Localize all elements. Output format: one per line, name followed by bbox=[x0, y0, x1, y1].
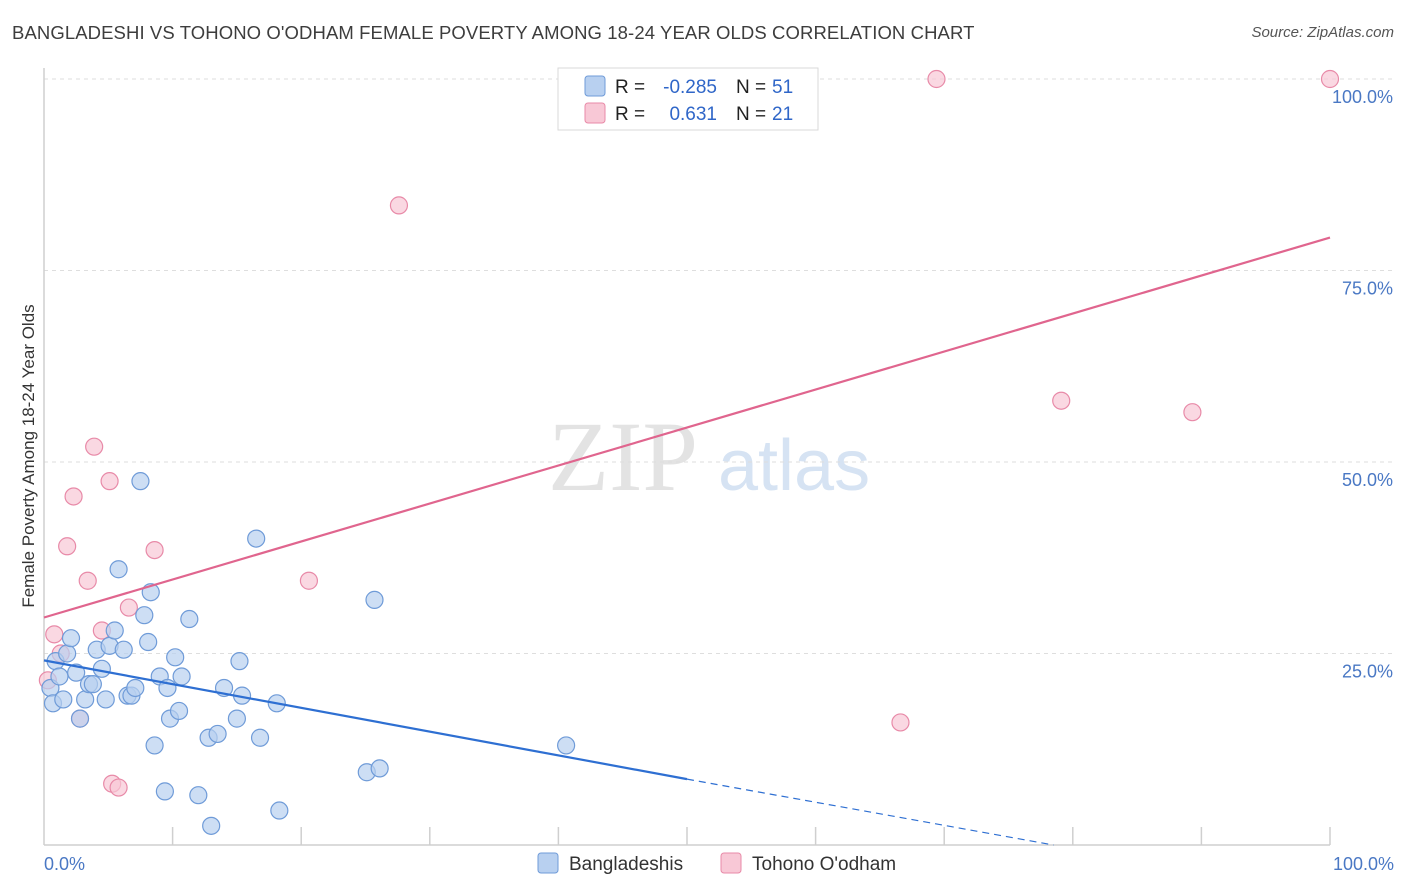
bangladeshi-trend-line bbox=[43, 659, 688, 781]
bangladeshi-point-26 bbox=[145, 736, 164, 755]
source-label: Source: ZipAtlas.com bbox=[1251, 24, 1394, 41]
stats-swatch-blue bbox=[584, 75, 606, 97]
bangladeshi-point-31 bbox=[166, 648, 185, 667]
bangladeshi-point-17 bbox=[109, 560, 128, 579]
bangladeshi-point-44 bbox=[250, 728, 270, 747]
x-tick-label-max: 100.0% bbox=[1333, 854, 1394, 874]
bangladeshi-point-33 bbox=[172, 667, 191, 686]
bangladeshi-point-32 bbox=[169, 701, 189, 721]
stats-n-label-2: N = bbox=[736, 104, 766, 125]
tohono-point-11 bbox=[109, 778, 128, 797]
bangladeshi-point-37 bbox=[202, 816, 221, 835]
bangladeshi-point-34 bbox=[180, 609, 199, 629]
bangladeshi-point-21 bbox=[126, 678, 145, 698]
watermark-zip: ZIP bbox=[548, 401, 698, 512]
bangladeshi-point-46 bbox=[270, 801, 289, 820]
stats-r-label-2: R = bbox=[615, 104, 645, 125]
x-ticks bbox=[171, 827, 1331, 845]
tohono-point-4 bbox=[64, 487, 83, 506]
bangladeshi-point-9 bbox=[76, 690, 95, 709]
y-tick-label-100: 100.0% bbox=[1332, 87, 1393, 107]
gridlines bbox=[44, 78, 1394, 654]
watermark-atlas: atlas bbox=[718, 426, 870, 506]
x-tick-label-min: 0.0% bbox=[44, 854, 85, 874]
bangladeshi-point-48 bbox=[365, 590, 384, 609]
y-tick-labels: 25.0% 50.0% 75.0% 100.0% bbox=[1332, 87, 1393, 682]
tohono-trend-line bbox=[43, 236, 1331, 619]
y-tick-label-75: 75.0% bbox=[1342, 279, 1393, 299]
bangladeshi-point-38 bbox=[208, 724, 227, 744]
bangladeshi-trend-extension bbox=[686, 778, 1054, 846]
tohono-point-7 bbox=[85, 437, 104, 456]
bangladeshi-point-7 bbox=[67, 663, 86, 682]
legend-label-bangladeshis: Bangladeshis bbox=[569, 854, 683, 875]
y-axis-title: Female Poverty Among 18-24 Year Olds bbox=[19, 304, 38, 607]
bangladeshi-point-41 bbox=[230, 652, 249, 671]
bangladeshi-point-28 bbox=[155, 782, 174, 801]
bangladeshi-point-11 bbox=[83, 675, 102, 694]
stats-n-value-2: 21 bbox=[772, 104, 793, 125]
tohono-point-6 bbox=[78, 571, 97, 590]
tohono-point-16 bbox=[891, 713, 910, 732]
bangladeshi-points bbox=[41, 472, 576, 835]
bangladeshi-point-22 bbox=[131, 472, 150, 491]
tohono-points bbox=[38, 69, 1340, 797]
bangladeshi-point-35 bbox=[189, 786, 208, 805]
tohono-point-14 bbox=[299, 571, 319, 590]
stats-n-value-1: 51 bbox=[772, 77, 793, 98]
bangladeshi-point-14 bbox=[96, 690, 115, 709]
legend-swatch-bangladeshis bbox=[537, 852, 559, 874]
bangladeshi-point-6 bbox=[61, 629, 81, 648]
y-tick-label-25: 25.0% bbox=[1342, 662, 1393, 682]
stats-r-label-1: R = bbox=[615, 77, 645, 98]
bangladeshi-point-43 bbox=[247, 529, 266, 548]
tohono-point-9 bbox=[100, 472, 119, 491]
bangladeshi-point-50 bbox=[557, 736, 576, 755]
tohono-point-15 bbox=[389, 196, 409, 215]
legend-label-tohono: Tohono O'odham bbox=[752, 854, 896, 875]
trend-lines bbox=[43, 236, 1331, 846]
legend-swatch-tohono bbox=[720, 852, 742, 874]
stats-n-label-1: N = bbox=[736, 77, 766, 98]
tohono-point-17 bbox=[927, 69, 946, 89]
tohono-point-1 bbox=[45, 625, 64, 644]
stats-r-value-2: 0.631 bbox=[669, 104, 717, 125]
bangladeshi-point-24 bbox=[139, 632, 158, 652]
bangladeshi-point-8 bbox=[70, 709, 90, 728]
bangladeshi-point-40 bbox=[227, 709, 246, 728]
bangladeshi-point-13 bbox=[92, 659, 111, 678]
bangladeshi-point-49 bbox=[370, 759, 389, 778]
bangladeshi-point-3 bbox=[50, 667, 69, 686]
tohono-point-20 bbox=[1320, 69, 1340, 89]
bangladeshi-point-23 bbox=[135, 606, 154, 625]
bangladeshi-point-5 bbox=[58, 644, 77, 663]
tohono-point-3 bbox=[58, 537, 77, 556]
tohono-point-19 bbox=[1183, 403, 1202, 422]
tohono-point-13 bbox=[145, 540, 164, 560]
tohono-point-12 bbox=[119, 598, 138, 617]
bangladeshi-point-16 bbox=[105, 621, 124, 640]
stats-swatch-pink bbox=[584, 102, 606, 124]
y-tick-label-50: 50.0% bbox=[1342, 470, 1393, 490]
tohono-point-18 bbox=[1052, 391, 1071, 410]
stats-legend: R = -0.285 N = 51 R = 0.631 N = 21 bbox=[557, 67, 819, 131]
bangladeshi-point-18 bbox=[114, 640, 133, 659]
bangladeshi-point-4 bbox=[54, 690, 73, 709]
stats-r-value-1: -0.285 bbox=[663, 77, 717, 98]
series-legend: Bangladeshis Tohono O'odham bbox=[537, 852, 896, 875]
chart-title: BANGLADESHI VS TOHONO O'ODHAM FEMALE POV… bbox=[12, 22, 975, 43]
